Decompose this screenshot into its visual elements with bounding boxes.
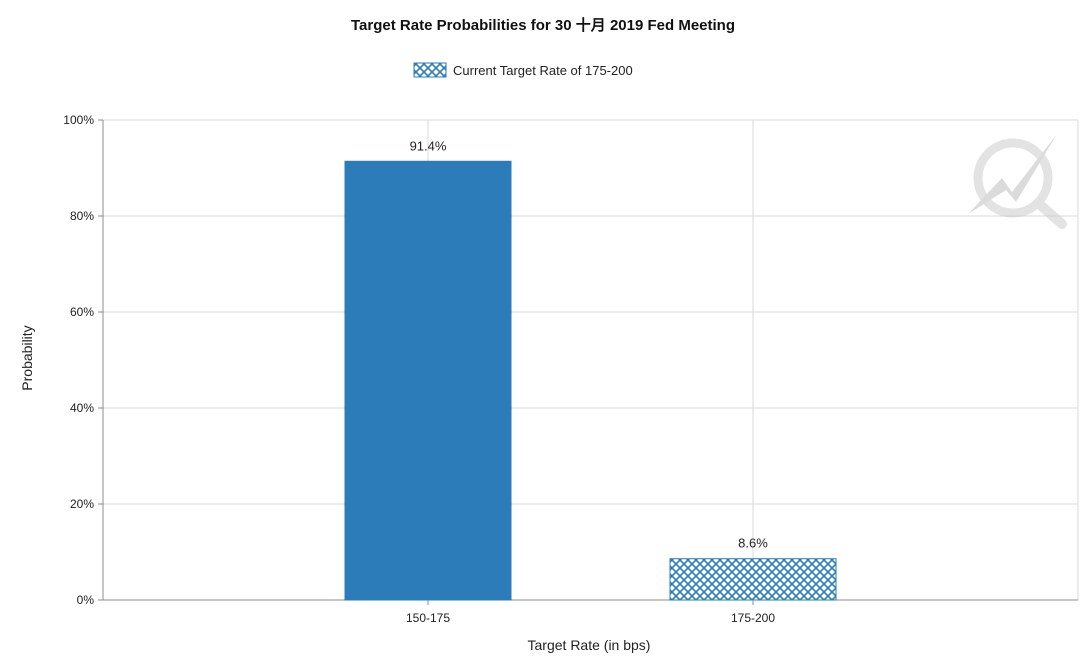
x-axis-ticks: 150-175 175-200: [406, 600, 775, 625]
y-tick-label: 100%: [63, 113, 94, 127]
data-labels: 91.4% 8.6%: [410, 138, 769, 550]
y-tick-label: 80%: [70, 209, 94, 223]
bar-150-175: [344, 160, 512, 601]
y-tick-label: 20%: [70, 497, 94, 511]
y-tick-label: 0%: [77, 593, 95, 607]
watermark-logo: [968, 134, 1067, 229]
y-tick-label: 40%: [70, 401, 94, 415]
x-tick-label: 175-200: [731, 611, 775, 625]
y-axis-ticks: 0% 20% 40% 60% 80% 100%: [63, 113, 103, 607]
data-label-150-175: 91.4%: [410, 138, 447, 153]
legend-swatch: [413, 62, 447, 78]
y-tick-label: 60%: [70, 305, 94, 319]
bar-175-200: [669, 558, 837, 601]
chart-title: Target Rate Probabilities for 30 十月 2019…: [351, 16, 735, 34]
bars: [344, 160, 837, 601]
x-tick-label: 150-175: [406, 611, 450, 625]
y-axis-title: Probability: [19, 325, 35, 390]
gridlines: [102, 119, 1079, 601]
data-label-175-200: 8.6%: [738, 536, 768, 551]
legend-label: Current Target Rate of 175-200: [453, 63, 633, 78]
x-axis-title: Target Rate (in bps): [528, 637, 651, 653]
legend: Current Target Rate of 175-200: [413, 62, 633, 78]
